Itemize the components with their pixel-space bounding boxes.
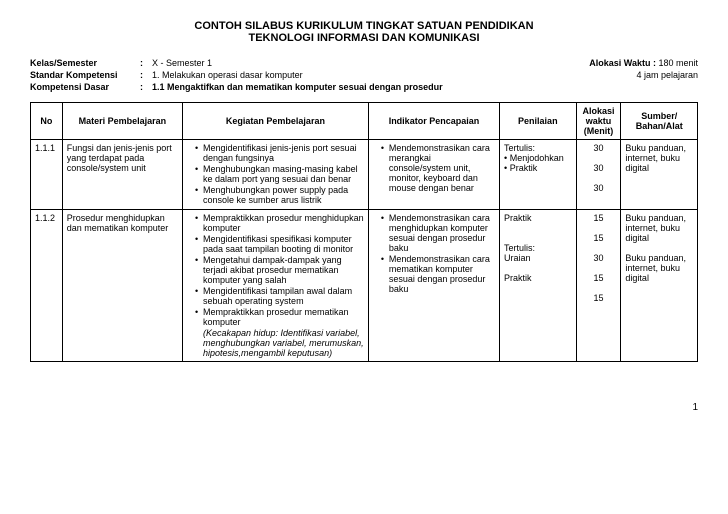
col-waktu-header: Alokasi waktu (Menit) — [576, 103, 621, 140]
col-materi-header: Materi Pembelajaran — [62, 103, 182, 140]
colon: : — [140, 58, 152, 68]
col-sumber-header: Sumber/ Bahan/Alat — [621, 103, 698, 140]
cell-kegiatan: Mengidentifikasi jenis-jenis port sesuai… — [183, 140, 369, 210]
cell-indikator: Mendemonstrasikan cara merangkai console… — [368, 140, 499, 210]
title-line-1: CONTOH SILABUS KURIKULUM TINGKAT SATUAN … — [30, 20, 698, 32]
dasar-label: Kompetensi Dasar — [30, 82, 140, 92]
cell-sumber: Buku panduan, internet, buku digital Buk… — [621, 210, 698, 362]
col-no-header: No — [31, 103, 63, 140]
cell-materi: Fungsi dan jenis-jenis port yang terdapa… — [62, 140, 182, 210]
alokasi-value: 180 menit — [658, 58, 698, 68]
kelas-label: Kelas/Semester — [30, 58, 140, 68]
title-line-2: TEKNOLOGI INFORMASI DAN KOMUNIKASI — [30, 32, 698, 44]
cell-no: 1.1.1 — [31, 140, 63, 210]
col-indikator-header: Indikator Pencapaian — [368, 103, 499, 140]
col-penilaian-header: Penilaian — [500, 103, 577, 140]
standar-label: Standar Kompetensi — [30, 70, 140, 80]
table-row: 1.1.2Prosedur menghidupkan dan mematikan… — [31, 210, 698, 362]
colon: : — [140, 82, 152, 92]
alokasi-sub: 4 jam pelajaran — [636, 70, 698, 80]
cell-indikator: Mendemonstrasikan cara menghidupkan komp… — [368, 210, 499, 362]
cell-kegiatan: Mempraktikkan prosedur menghidupkan komp… — [183, 210, 369, 362]
cell-waktu: 1515301515 — [576, 210, 621, 362]
dasar-value: 1.1 Mengaktifkan dan mematikan komputer … — [152, 82, 443, 92]
cell-sumber: Buku panduan, internet, buku digital — [621, 140, 698, 210]
cell-penilaian: Tertulis:• Menjodohkan• Praktik — [500, 140, 577, 210]
table-row: 1.1.1Fungsi dan jenis-jenis port yang te… — [31, 140, 698, 210]
cell-waktu: 303030 — [576, 140, 621, 210]
standar-value: 1. Melakukan operasi dasar komputer — [152, 70, 303, 80]
table-header-row: No Materi Pembelajaran Kegiatan Pembelaj… — [31, 103, 698, 140]
col-kegiatan-header: Kegiatan Pembelajaran — [183, 103, 369, 140]
colon: : — [140, 70, 152, 80]
header-block: Kelas/Semester : X - Semester 1 Alokasi … — [30, 58, 698, 92]
cell-materi: Prosedur menghidupkan dan mematikan komp… — [62, 210, 182, 362]
alokasi-label: Alokasi Waktu : — [589, 58, 656, 68]
syllabus-table: No Materi Pembelajaran Kegiatan Pembelaj… — [30, 102, 698, 362]
cell-penilaian: Praktik Tertulis:Uraian Praktik — [500, 210, 577, 362]
page-number: 1 — [30, 402, 698, 413]
cell-no: 1.1.2 — [31, 210, 63, 362]
kelas-value: X - Semester 1 — [152, 58, 212, 68]
